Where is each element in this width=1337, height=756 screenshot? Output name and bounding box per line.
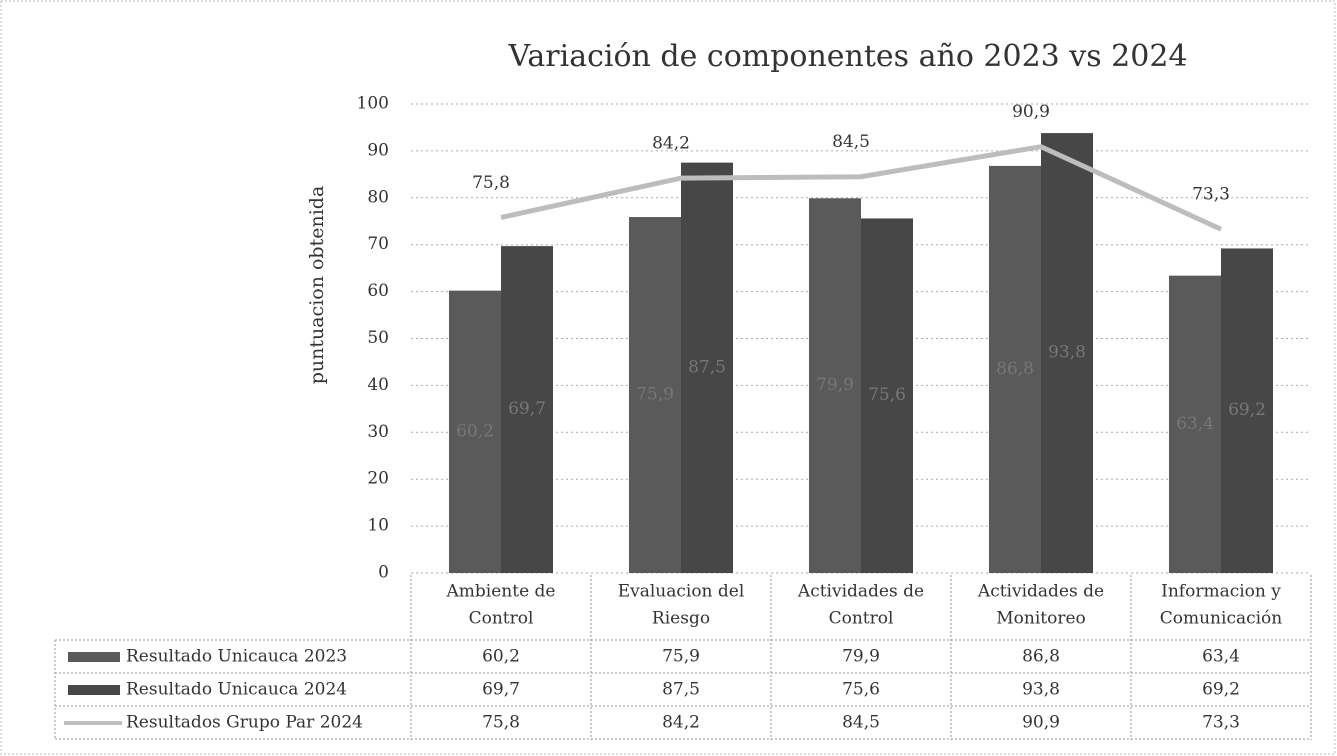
y-tick-label: 20	[367, 469, 389, 489]
table-cell: 84,5	[842, 713, 880, 733]
table-cell: 93,8	[1022, 680, 1060, 700]
x-tick-label: Monitoreo	[996, 609, 1086, 629]
x-tick-label: Evaluacion del	[618, 582, 745, 602]
table-cell: 84,2	[662, 713, 700, 733]
y-tick-label: 30	[367, 422, 389, 442]
legend-swatch	[68, 652, 120, 662]
bar-value-label: 63,4	[1176, 414, 1214, 434]
bar-value-label: 75,9	[636, 385, 674, 405]
bar-value-label: 79,9	[816, 375, 854, 395]
legend-label: Resultado Unicauca 2024	[126, 680, 347, 700]
table-cell: 69,7	[482, 680, 520, 700]
x-tick-label: Comunicación	[1160, 609, 1283, 629]
bar	[1221, 248, 1273, 573]
bar-value-label: 60,2	[456, 421, 494, 441]
table-cell: 75,9	[662, 647, 700, 667]
bar	[809, 198, 861, 574]
bar	[501, 246, 553, 573]
x-tick-label: Informacion y	[1161, 582, 1281, 602]
legend-swatch	[68, 685, 120, 695]
y-tick-label: 10	[367, 516, 389, 536]
y-tick-label: 0	[378, 563, 389, 583]
table-cell: 69,2	[1202, 680, 1240, 700]
x-tick-label: Control	[829, 609, 894, 629]
table-cell: 60,2	[482, 647, 520, 667]
y-tick-label: 60	[367, 281, 389, 301]
chart-title: Variación de componentes año 2023 vs 202…	[507, 39, 1187, 74]
y-tick-label: 100	[357, 94, 389, 114]
y-tick-label: 90	[367, 140, 389, 160]
line-value-label: 73,3	[1192, 185, 1230, 205]
x-tick-label: Ambiente de	[446, 582, 556, 602]
x-tick-label: Actividades de	[797, 582, 924, 602]
bar-value-label: 86,8	[996, 359, 1034, 379]
table-cell: 90,9	[1022, 713, 1060, 733]
bar	[861, 218, 913, 573]
y-tick-label: 50	[367, 328, 389, 348]
x-tick-label: Control	[469, 609, 534, 629]
bar-value-label: 93,8	[1048, 343, 1086, 363]
table-cell: 79,9	[842, 647, 880, 667]
table-cell: 86,8	[1022, 647, 1060, 667]
table-cell: 87,5	[662, 680, 700, 700]
line	[500, 144, 1223, 232]
bar-value-label: 69,2	[1228, 400, 1266, 420]
y-tick-label: 80	[367, 187, 389, 207]
bar	[989, 165, 1041, 573]
bar	[681, 162, 733, 573]
bar-value-label: 75,6	[868, 385, 906, 405]
line-value-label: 90,9	[1012, 102, 1050, 122]
table-cell: 73,3	[1202, 713, 1240, 733]
line-value-label: 84,5	[832, 132, 870, 152]
x-tick-label: Riesgo	[652, 609, 710, 629]
line-value-label: 75,8	[472, 173, 510, 193]
table-cell: 75,6	[842, 680, 880, 700]
bar	[629, 217, 681, 574]
bar	[449, 290, 501, 573]
x-tick-label: Actividades de	[977, 582, 1104, 602]
y-tick-label: 70	[367, 234, 389, 254]
legend-label: Resultados Grupo Par 2024	[126, 713, 363, 733]
bar-value-label: 69,7	[508, 399, 546, 419]
bar	[1169, 275, 1221, 573]
legend-label: Resultado Unicauca 2023	[126, 647, 347, 667]
y-tick-label: 40	[367, 375, 389, 395]
bar-value-label: 87,5	[688, 357, 726, 377]
y-axis-label: puntuacion obtenida	[306, 186, 328, 385]
table-cell: 63,4	[1202, 647, 1240, 667]
table-cell: 75,8	[482, 713, 520, 733]
line-value-label: 84,2	[652, 134, 690, 154]
bar	[1041, 133, 1093, 573]
